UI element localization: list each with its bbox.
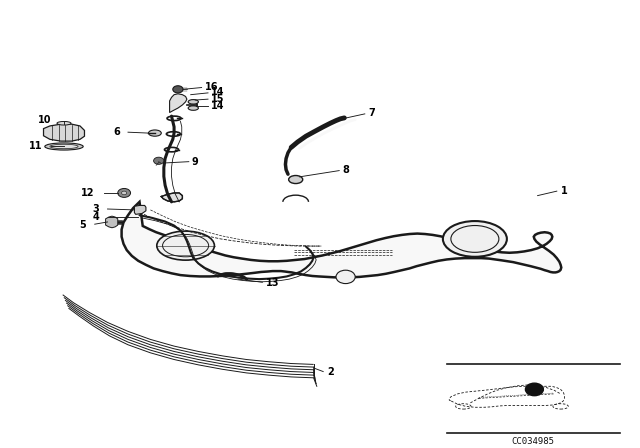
Ellipse shape: [163, 234, 209, 257]
Text: 7: 7: [368, 108, 375, 118]
Polygon shape: [161, 193, 182, 202]
Polygon shape: [134, 206, 146, 214]
Ellipse shape: [45, 143, 83, 150]
Text: 13: 13: [266, 278, 279, 288]
Ellipse shape: [188, 99, 198, 104]
Ellipse shape: [289, 176, 303, 184]
Circle shape: [336, 270, 355, 284]
Text: 16: 16: [205, 82, 218, 92]
Text: 4: 4: [92, 212, 99, 222]
Text: 11: 11: [29, 142, 42, 151]
Text: 2: 2: [328, 367, 335, 378]
Text: 14: 14: [211, 101, 225, 111]
Circle shape: [154, 157, 164, 164]
Text: 3: 3: [92, 204, 99, 214]
Text: 1: 1: [561, 185, 568, 196]
Text: 6: 6: [113, 127, 120, 137]
Text: 15: 15: [211, 94, 225, 103]
Circle shape: [118, 189, 131, 198]
Ellipse shape: [157, 231, 214, 260]
Ellipse shape: [451, 225, 499, 252]
Polygon shape: [44, 124, 84, 141]
Circle shape: [122, 191, 127, 195]
Ellipse shape: [148, 130, 161, 136]
Ellipse shape: [57, 121, 71, 125]
Circle shape: [173, 86, 183, 93]
Text: 8: 8: [342, 165, 349, 175]
Polygon shape: [122, 202, 561, 277]
Text: 5: 5: [79, 220, 86, 230]
Ellipse shape: [188, 106, 198, 110]
Text: 14: 14: [211, 87, 225, 98]
Ellipse shape: [50, 144, 78, 149]
Text: 9: 9: [192, 157, 199, 167]
Text: 10: 10: [38, 115, 51, 125]
Text: CC034985: CC034985: [511, 437, 555, 446]
Polygon shape: [170, 94, 187, 112]
Text: 12: 12: [81, 188, 95, 198]
Polygon shape: [106, 216, 118, 228]
Ellipse shape: [443, 221, 507, 257]
Circle shape: [525, 383, 543, 396]
